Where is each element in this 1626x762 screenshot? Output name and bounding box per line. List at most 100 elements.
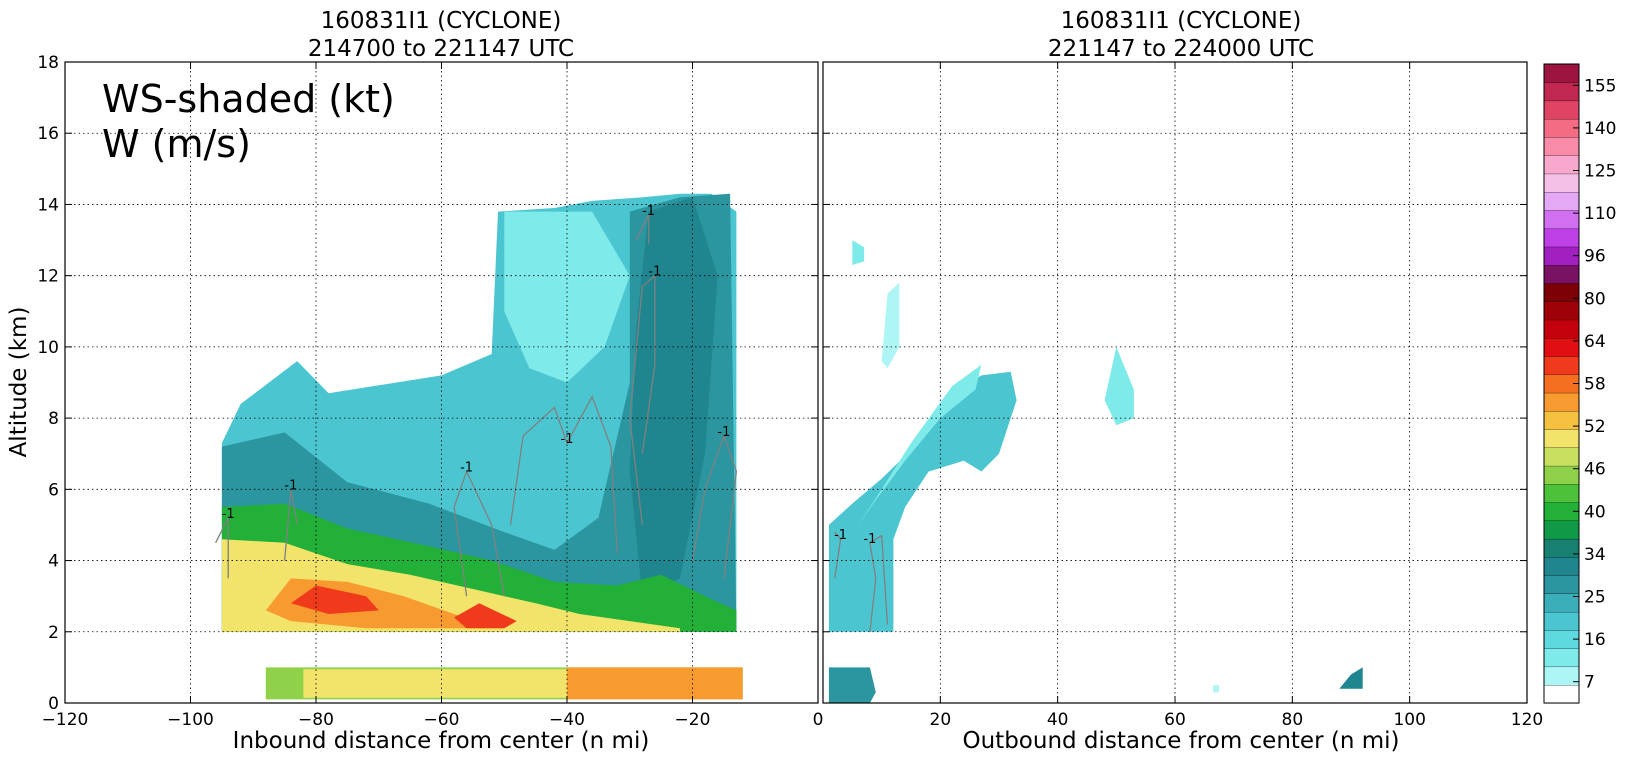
colorbar-tick-label: 34 xyxy=(1584,545,1606,565)
w-contour-label: -1 xyxy=(222,507,235,522)
w-contour-label: -1 xyxy=(717,425,730,440)
w-contour-label: -1 xyxy=(284,478,297,493)
colorbar-swatch xyxy=(1543,282,1580,302)
y-tick-label: 4 xyxy=(48,552,59,572)
w-contour-label: -1 xyxy=(863,532,876,547)
right-title-line2: 221147 to 224000 UTC xyxy=(1048,36,1314,62)
colorbar-swatch xyxy=(1543,191,1580,211)
colorbar-tick-label: 52 xyxy=(1584,417,1606,437)
w-contour-line xyxy=(635,214,650,244)
colorbar-tick-label: 58 xyxy=(1584,375,1606,395)
y-tick-label: 16 xyxy=(37,124,59,144)
wind-region-patch-90 xyxy=(1339,667,1363,689)
colorbar-tick-label: 7 xyxy=(1584,673,1595,693)
w-contour-label: -1 xyxy=(460,461,473,476)
colorbar-tick-label: 80 xyxy=(1584,289,1606,309)
w-contour-line xyxy=(453,469,505,597)
colorbar-swatch xyxy=(1543,136,1580,156)
w-contour-label: -1 xyxy=(648,265,661,280)
colorbar-swatch xyxy=(1543,100,1580,120)
colorbar-swatch xyxy=(1543,355,1580,375)
x-tick-label: 20 xyxy=(930,710,952,730)
wind-region-eyewall-tower xyxy=(629,197,718,597)
wind-region-jet-secondary xyxy=(454,603,517,629)
right-title-line1: 160831I1 (CYCLONE) xyxy=(1061,8,1302,34)
right-axis-ticks: 20 40 60 80 100 120 xyxy=(822,61,1543,730)
wind-region-surface-yellow xyxy=(303,669,567,698)
colorbar-swatch xyxy=(1543,392,1580,412)
x-tick-label: −80 xyxy=(298,710,334,730)
wind-region-patch-67 xyxy=(1213,685,1219,693)
x-tick-label: 80 xyxy=(1282,710,1304,730)
colorbar-swatch xyxy=(1543,520,1580,540)
x-tick-label: 40 xyxy=(1047,710,1069,730)
w-contour-line xyxy=(629,274,656,525)
w-contour-line xyxy=(215,517,229,579)
y-tick-label: 6 xyxy=(48,480,59,500)
wind-region-jet-max xyxy=(290,585,379,614)
x-tick-label: 60 xyxy=(1164,710,1186,730)
colorbar-swatch xyxy=(1543,228,1580,248)
left-plot: -1 -1 -1 -1 -1 -1 -1 −120 −100 −80 −60 −40 −20 0 0 2 4 6… xyxy=(37,53,823,730)
colorbar-swatch xyxy=(1543,319,1580,339)
w-contour-line xyxy=(834,531,842,579)
colorbar-swatch xyxy=(1543,538,1580,558)
colorbar-swatch xyxy=(1543,611,1580,631)
wind-region-surface-red xyxy=(567,667,743,700)
y-tick-label: 0 xyxy=(48,694,59,714)
colorbar-swatch xyxy=(1543,155,1580,175)
colorbar-tick-label: 140 xyxy=(1584,119,1616,139)
y-tick-label: 10 xyxy=(37,338,59,358)
colorbar-swatch xyxy=(1543,556,1580,576)
x-tick-label: 100 xyxy=(1393,710,1425,730)
colorbar-swatch xyxy=(1543,301,1580,321)
x-tick-label: 120 xyxy=(1511,710,1543,730)
colorbar-tick-label: 64 xyxy=(1584,332,1606,352)
y-axis-label: Altitude (km) xyxy=(6,307,32,458)
colorbar-tick-label: 110 xyxy=(1584,204,1616,224)
y-tick-label: 14 xyxy=(37,195,59,215)
colorbar-swatch xyxy=(1543,447,1580,467)
colorbar-swatch xyxy=(1543,63,1580,83)
colorbar-tick-label: 46 xyxy=(1584,460,1606,480)
colorbar-swatch xyxy=(1543,428,1580,448)
wind-region-cloud-core xyxy=(221,193,737,632)
colorbar-tick-label: 16 xyxy=(1584,630,1606,650)
colorbar-swatch xyxy=(1543,648,1580,668)
colorbar-swatch xyxy=(1543,666,1580,686)
annotation-w: W (m/s) xyxy=(102,122,251,166)
right-grid xyxy=(823,62,1527,703)
colorbar-tick-label: 40 xyxy=(1584,502,1606,522)
wind-region-small-patch xyxy=(852,240,865,265)
left-title-line1: 160831I1 (CYCLONE) xyxy=(321,8,562,34)
x-tick-label: −20 xyxy=(675,710,711,730)
y-tick-label: 2 xyxy=(48,623,59,643)
y-tick-label: 18 xyxy=(37,53,59,73)
colorbar-swatch xyxy=(1543,264,1580,284)
y-tick-label: 12 xyxy=(37,267,59,287)
wind-region-slanted-band-light xyxy=(858,364,982,525)
w-contour-label: -1 xyxy=(561,432,574,447)
right-x-axis-label: Outbound distance from center (n mi) xyxy=(963,728,1400,754)
colorbar-tick-label: 96 xyxy=(1584,247,1606,267)
colorbar-tick-label: 155 xyxy=(1584,76,1616,96)
wind-region-slanted-band xyxy=(828,371,1017,632)
right-plot: -1 -1 20 40 60 80 100 120 xyxy=(822,61,1543,730)
left-x-axis-label: Inbound distance from center (n mi) xyxy=(233,728,650,754)
colorbar-tick-label: 125 xyxy=(1584,162,1616,182)
left-wind-shading xyxy=(221,193,743,700)
left-axis-ticks: −120 −100 −80 −60 −40 −20 0 0 2 4 6 8 10 12 14 16 18 xyxy=(37,53,823,730)
y-tick-label: 8 xyxy=(48,409,59,429)
wind-region-patch-50 xyxy=(1104,346,1134,426)
left-title-line2: 214700 to 221147 UTC xyxy=(308,36,574,62)
colorbar-swatch xyxy=(1543,684,1580,704)
w-contour-line xyxy=(869,534,889,632)
x-tick-label: 0 xyxy=(813,710,824,730)
x-tick-label: −100 xyxy=(167,710,214,730)
right-w-contours: -1 -1 xyxy=(834,528,889,632)
w-contour-label: -1 xyxy=(834,528,847,543)
x-tick-label: −60 xyxy=(424,710,460,730)
colorbar-swatch xyxy=(1543,575,1580,595)
w-contour-label: -1 xyxy=(642,204,655,219)
